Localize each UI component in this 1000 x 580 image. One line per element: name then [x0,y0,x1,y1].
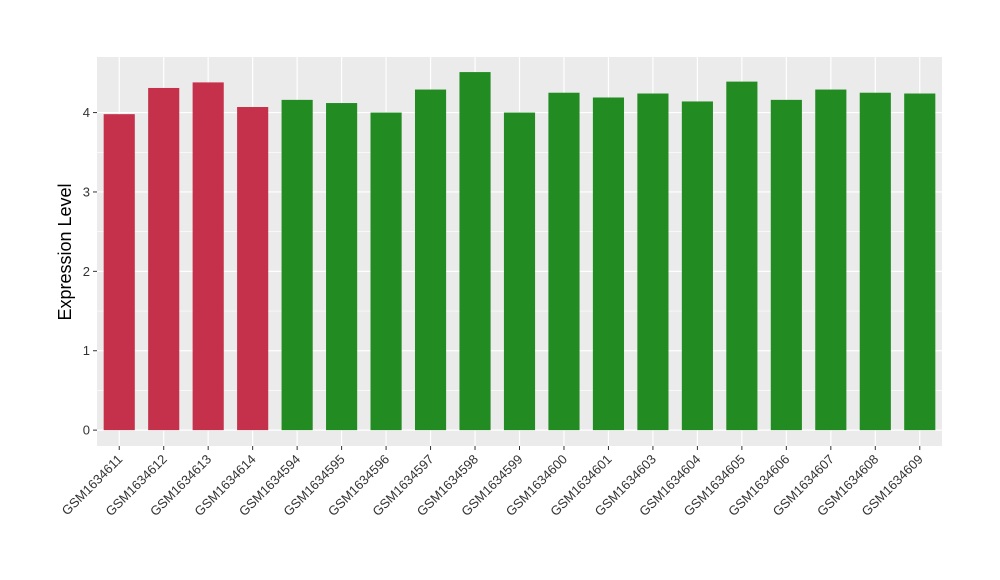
bar-GSM1634607 [815,89,847,431]
bar-GSM1634612 [148,87,180,431]
bar-GSM1634597 [414,89,447,431]
bar-GSM1634614 [237,107,269,431]
bar-GSM1634599 [503,112,536,431]
bar-GSM1634608 [859,92,891,431]
bar-GSM1634600 [548,92,580,431]
bar-GSM1634613 [192,82,224,431]
bar-GSM1634594 [281,99,313,431]
bar-GSM1634596 [370,112,402,431]
y-tick-label: 4 [83,105,90,120]
y-axis-title: Expression Level [55,183,75,320]
bar-GSM1634595 [326,103,358,431]
x-axis: GSM1634611GSM1634612GSM1634613GSM1634614… [59,446,926,519]
y-tick-label: 2 [83,264,90,279]
bars [103,72,936,431]
bar-GSM1634609 [904,93,936,431]
bar-GSM1634598 [459,72,491,431]
bar-GSM1634601 [592,97,625,431]
bar-GSM1634611 [103,114,135,431]
y-axis: 0 1 2 3 4 [83,105,97,438]
y-tick-label: 0 [83,423,90,438]
y-tick-label: 1 [83,343,90,358]
bar-GSM1634603 [637,93,669,431]
bar-GSM1634606 [770,99,802,431]
bar-GSM1634604 [681,101,713,431]
y-tick-label: 3 [83,184,90,199]
bar-GSM1634605 [726,81,758,431]
